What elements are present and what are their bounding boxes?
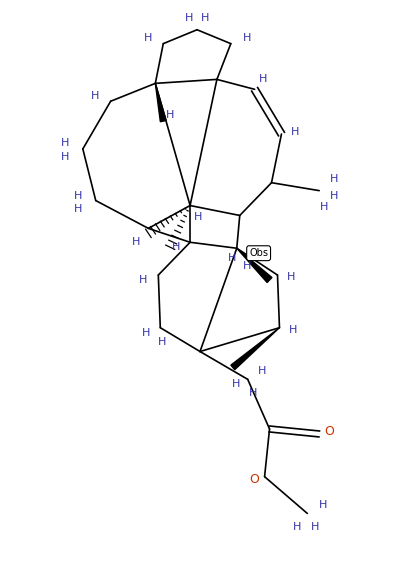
Text: H: H: [286, 272, 295, 282]
Text: H: H: [248, 388, 256, 398]
Text: H: H: [242, 261, 250, 271]
Text: H: H: [166, 110, 174, 120]
Text: H: H: [73, 190, 82, 201]
Text: H: H: [329, 173, 337, 184]
Text: H: H: [61, 152, 69, 162]
Text: H: H: [310, 522, 319, 532]
Text: H: H: [142, 328, 150, 338]
Text: H: H: [329, 190, 337, 201]
Text: H: H: [258, 75, 266, 84]
Text: H: H: [200, 13, 209, 23]
Text: H: H: [139, 275, 147, 285]
Polygon shape: [236, 248, 271, 282]
Text: H: H: [318, 501, 326, 510]
Text: H: H: [158, 337, 166, 346]
Text: Obs: Obs: [249, 248, 267, 258]
Text: H: H: [132, 237, 140, 247]
Text: H: H: [242, 33, 250, 43]
Text: H: H: [90, 92, 99, 101]
Text: H: H: [144, 33, 152, 43]
Text: H: H: [172, 242, 180, 252]
Text: H: H: [73, 203, 82, 214]
Text: H: H: [227, 253, 235, 263]
Text: O: O: [324, 425, 333, 438]
Text: H: H: [319, 202, 328, 211]
Text: H: H: [231, 379, 239, 389]
Text: H: H: [257, 366, 265, 376]
Text: H: H: [288, 325, 297, 334]
Text: H: H: [184, 13, 193, 23]
Text: O: O: [249, 473, 259, 486]
Polygon shape: [230, 328, 279, 370]
Text: H: H: [61, 138, 69, 148]
Text: H: H: [193, 212, 202, 223]
Text: H: H: [290, 127, 299, 137]
Polygon shape: [155, 84, 166, 121]
Text: H: H: [292, 522, 301, 532]
